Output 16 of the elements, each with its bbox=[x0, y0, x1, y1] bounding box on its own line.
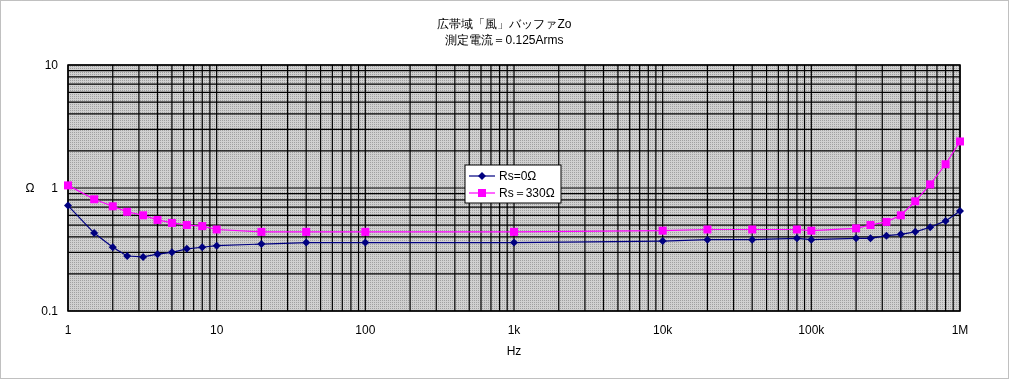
x-tick-label: 100 bbox=[355, 323, 376, 337]
y-tick-label: 1 bbox=[51, 181, 59, 195]
x-tick-label: 1M bbox=[951, 323, 969, 337]
x-tick-label: 10k bbox=[652, 323, 674, 337]
x-tick-label: 1k bbox=[507, 323, 522, 337]
x-axis-title: Hz bbox=[506, 344, 522, 358]
chart-subtitle: 測定電流＝0.125Arms bbox=[445, 33, 564, 47]
x-tick-label: 100k bbox=[798, 323, 826, 337]
y-tick-label: 0.1 bbox=[41, 304, 59, 318]
chart-title: 広帯域「風」バッファZo bbox=[437, 17, 572, 31]
legend-label: Rs=0Ω bbox=[499, 169, 537, 183]
y-axis-title: Ω bbox=[25, 181, 35, 195]
x-tick-label: 10 bbox=[209, 323, 224, 337]
y-tick-label: 10 bbox=[44, 58, 59, 72]
x-tick-label: 1 bbox=[64, 323, 72, 337]
legend-label: Rs＝330Ω bbox=[499, 186, 555, 200]
